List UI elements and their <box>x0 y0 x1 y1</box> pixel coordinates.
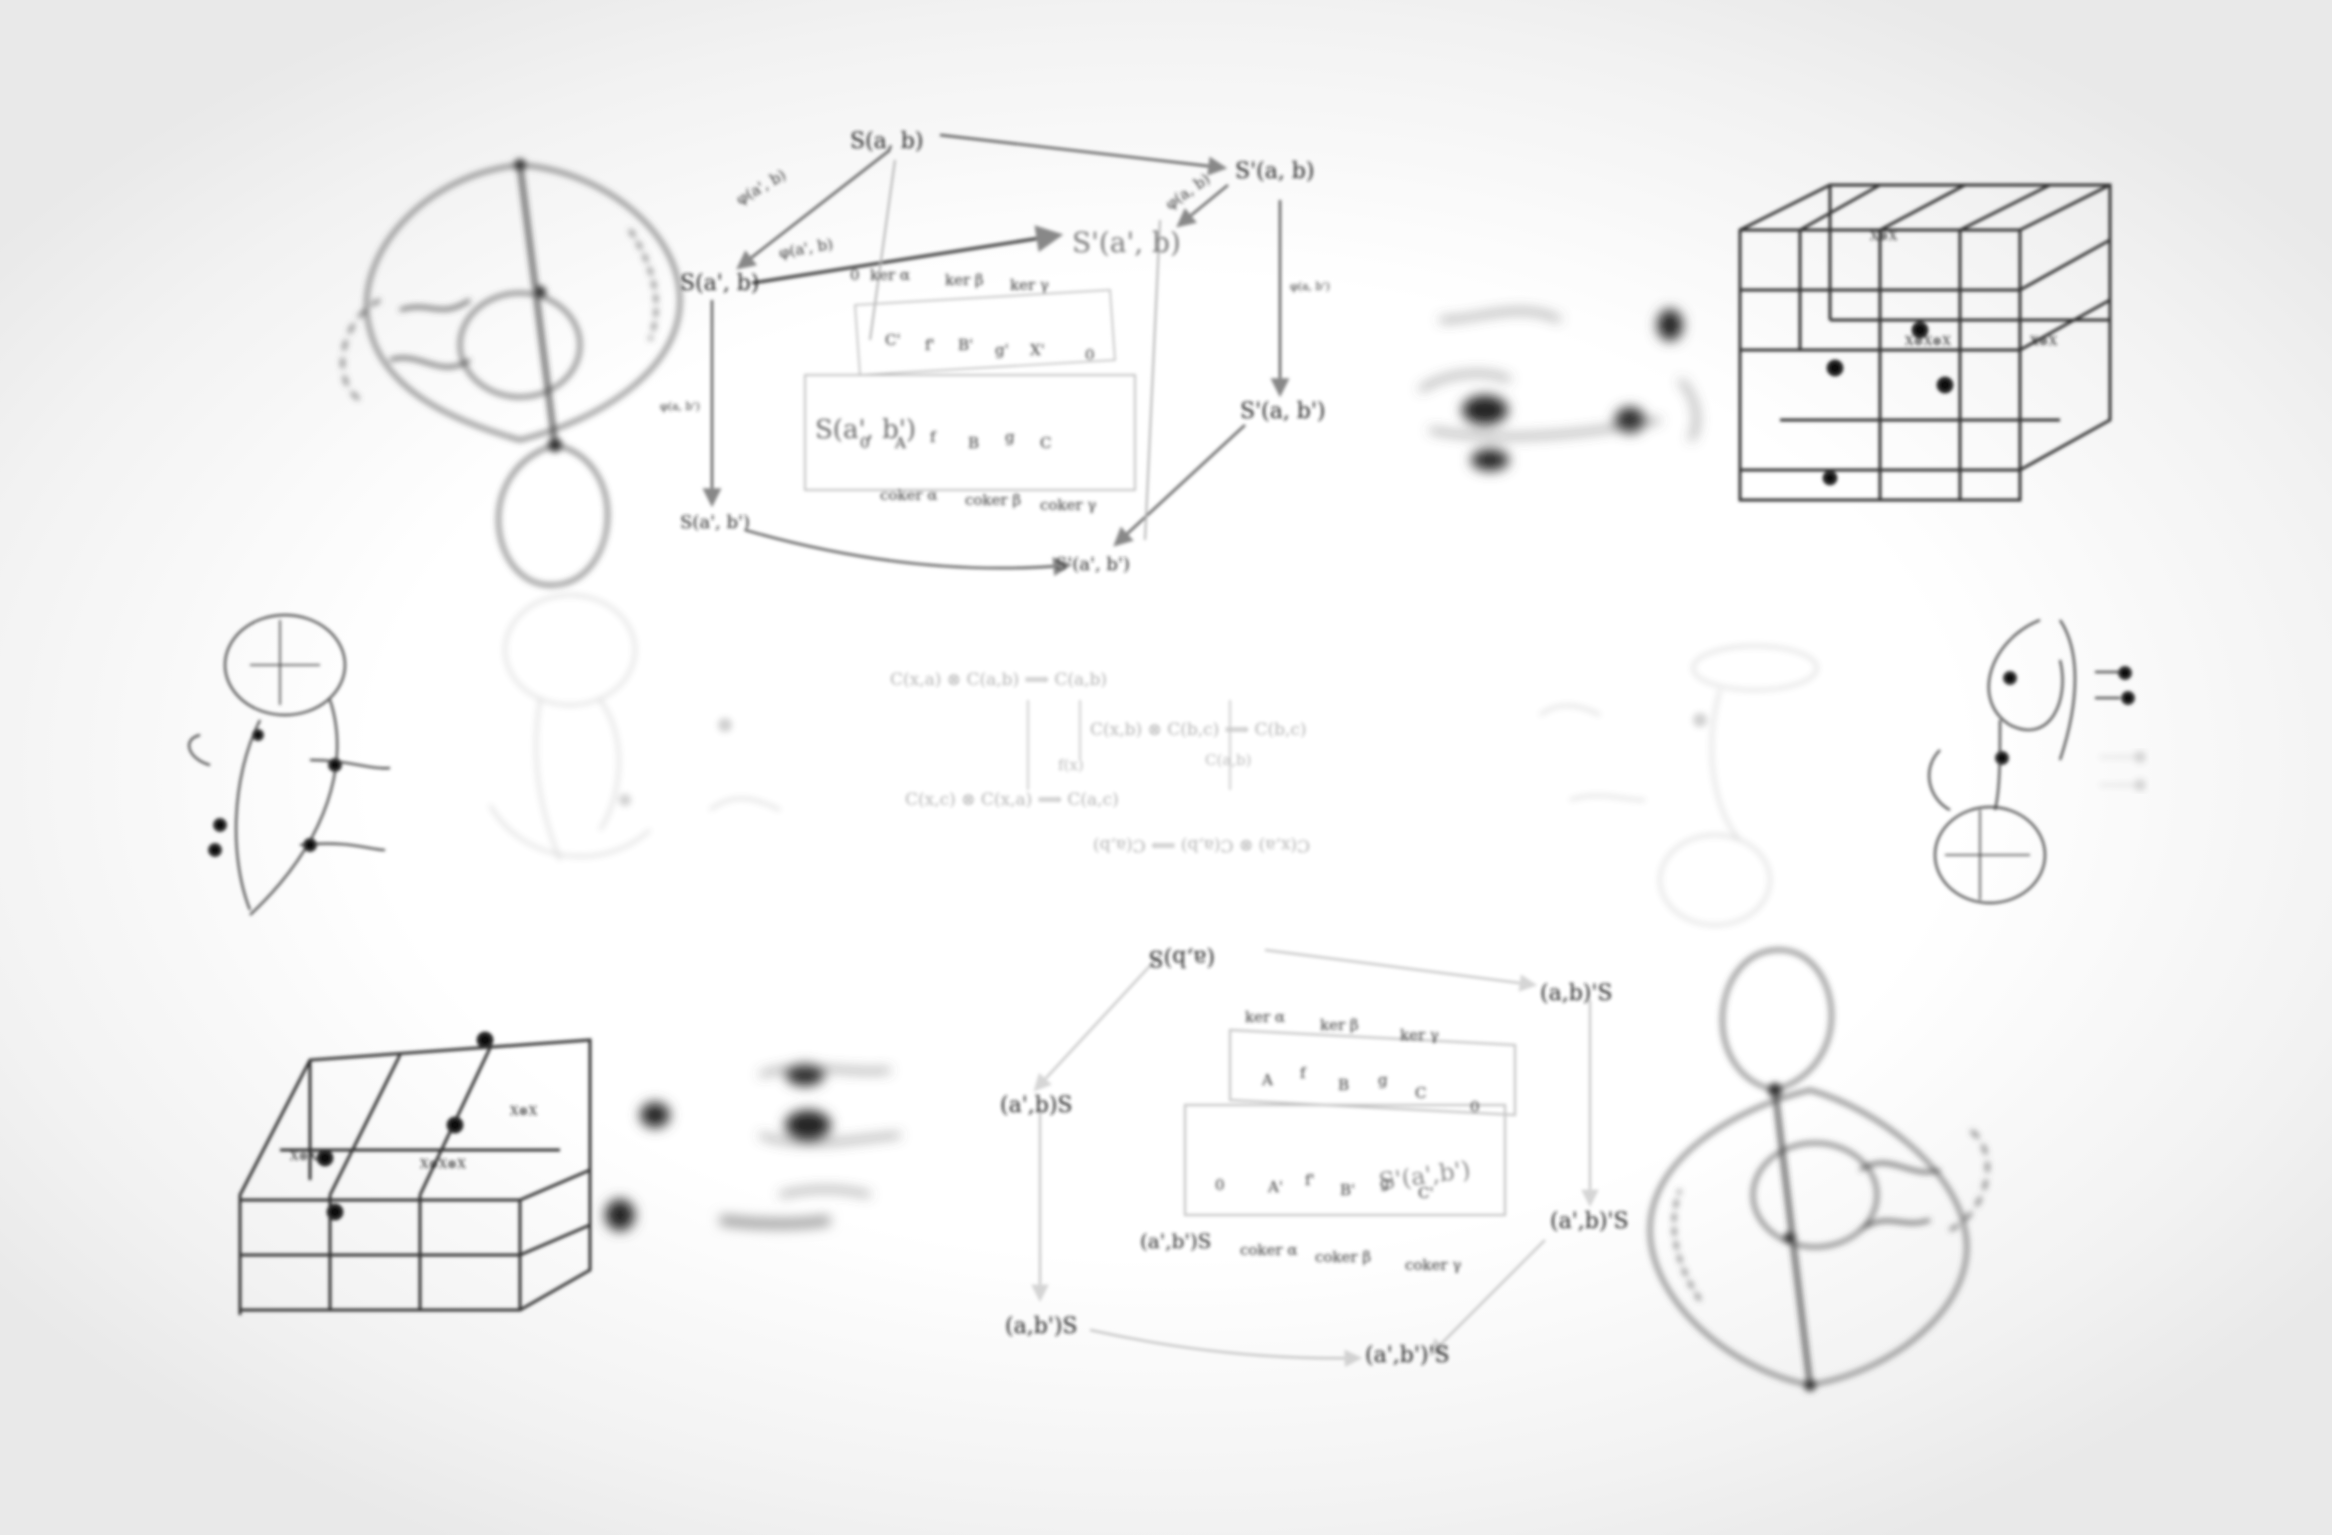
row3-c: C <box>1040 434 1051 452</box>
commutative-cube-bottom <box>1031 948 1599 1368</box>
bc-row3-zero: 0 <box>1215 1176 1225 1194</box>
row2-fp: f' <box>925 336 935 354</box>
lattice-cube-top-right: X⊗X X⊗X⊗X X⊗X <box>1738 183 2112 502</box>
bc-vertex-sp-ab: (a,b)'S <box>1540 981 1612 1006</box>
bc-row2-a: A <box>1261 1071 1273 1089</box>
row1-ker-a: ker α <box>870 266 910 284</box>
bc-vertex-sp-bp: (a',b')'S <box>1365 1343 1450 1368</box>
row1-ker-c: ker γ <box>1010 276 1049 294</box>
eq-mid-left: f(x) <box>1058 756 1084 774</box>
edge-phi-apb-mid: φ(a', b) <box>778 235 835 262</box>
eq-mid-right: C(a,b) <box>1205 751 1252 769</box>
knot-diagram-bottom-right <box>1648 948 1989 1392</box>
bc-vertex-s-ab: (a,b)S <box>1149 945 1215 970</box>
vertex-s-ab: S(a, b) <box>850 129 923 154</box>
bc-vertex-sp-apb: (a',b)'S <box>1550 1209 1629 1234</box>
vertex-s-apbp: S(a', b') <box>680 512 750 533</box>
edge-phi-apbp-left: φ(a, b') <box>660 400 700 413</box>
vertex-s-abp: S(a', b') <box>815 415 916 445</box>
bc-row4-coker-b: coker β <box>1315 1248 1371 1266</box>
bc-row1-ker-c: ker γ <box>1400 1026 1439 1044</box>
lattice-bl-node-3: X⊗X <box>510 1104 538 1118</box>
row2-gp: g' <box>995 341 1009 359</box>
row4-coker-c: coker γ <box>1040 496 1096 514</box>
row3-b: B <box>968 434 979 452</box>
vertex-s-apb: S(a', b) <box>680 271 759 296</box>
row3-g: g <box>1005 428 1015 446</box>
row3-zero: 0 <box>860 434 870 452</box>
commutative-cube-bottom-labels: (a,b)S (a,b)'S (a',b)S (a',b)'S (a,b')S … <box>1000 945 1629 1368</box>
lattice-node-1: X⊗X <box>1870 229 1898 243</box>
center-equations: C(x,a) ⊗ C(a,b) ⟹ C(a,b) C(x,b) ⊗ C(b,c)… <box>890 670 1310 855</box>
row1-0: 0 <box>850 266 860 284</box>
bc-row3-ap: A' <box>1267 1178 1283 1196</box>
eq-row3: C(x,c) ⊗ C(x,a) ⟹ C(a,c) <box>905 790 1119 810</box>
vertex-sp-apbp: S'(a', b') <box>1055 554 1130 575</box>
bc-row1-ker-b: ker β <box>1320 1016 1359 1034</box>
bc-row3-fp: f' <box>1305 1171 1315 1189</box>
bc-row1-ker-a: ker α <box>1245 1008 1285 1026</box>
vertex-sp-abp-right: S'(a, b') <box>1240 399 1326 424</box>
row2-cp: C' <box>885 331 901 349</box>
row2-bp: B' <box>958 336 973 354</box>
bc-row4-coker-a: coker α <box>1240 1241 1297 1259</box>
bc-row3-gp: g' <box>1380 1174 1394 1192</box>
eq-row2: C(x,b) ⊗ C(b,c) ⟹ C(b,c) <box>1090 720 1307 740</box>
knot-diagram-right-edge <box>1928 618 2136 905</box>
row4-coker-b: coker β <box>965 491 1021 509</box>
vertex-sp-apb: S'(a', b) <box>1072 226 1181 259</box>
row1-ker-b: ker β <box>945 271 984 289</box>
bc-row2-c: C <box>1415 1084 1426 1102</box>
braid-strands-bottom-left <box>604 1063 901 1232</box>
lattice-node-2: X⊗X⊗X <box>1905 334 1951 348</box>
commutative-cube-top: S(a, b) S'(a, b) S(a', b) S'(a', b) S'(a… <box>660 129 1330 577</box>
row2-zero: 0 <box>1085 346 1095 364</box>
row4-coker-a: coker α <box>880 486 937 504</box>
vertex-sp-ab: S'(a, b) <box>1235 159 1314 184</box>
lattice-cube-bottom-left: X⊗X X⊗X⊗X X⊗X <box>238 1031 592 1315</box>
row3-f: f <box>930 428 937 446</box>
bc-vertex-s-apb: (a',b)S <box>1000 1093 1072 1118</box>
knot-diagram-middle-left-2 <box>488 593 781 861</box>
edge-phi-ab-right: φ(a, b) <box>1162 170 1214 214</box>
bc-row3-bp: B' <box>1340 1181 1355 1199</box>
bc-row2-f: f <box>1300 1064 1307 1082</box>
braid-strands-right-edge <box>2100 751 2146 791</box>
bc-row4-coker-c: coker γ <box>1405 1256 1461 1274</box>
bc-row2-zero: 0 <box>1470 1098 1480 1116</box>
eq-row1: C(x,a) ⊗ C(a,b) ⟹ C(a,b) <box>890 670 1107 690</box>
row2-xp: X' <box>1030 341 1045 359</box>
lattice-bl-node-2: X⊗X⊗X <box>420 1157 466 1171</box>
knot-diagram-middle-left <box>188 613 391 916</box>
braid-strands-top-right <box>1419 308 1699 472</box>
bc-row3-cp: C' <box>1418 1184 1434 1202</box>
lattice-node-3: X⊗X <box>2030 334 2058 348</box>
bc-row2-b: B <box>1338 1076 1349 1094</box>
lattice-bl-node-1: X⊗X <box>290 1149 318 1163</box>
knot-diagram-top-left <box>341 158 682 587</box>
bc-vertex-s-apbp: (a',b')S <box>1140 1229 1211 1253</box>
knot-diagram-middle-right <box>1539 644 1819 927</box>
bc-vertex-s-bp: (a,b')S <box>1005 1314 1077 1339</box>
edge-phi-ab-side: φ(a, b') <box>1290 280 1330 293</box>
edge-phi-apb-top: φ(a', b) <box>733 166 789 209</box>
eq-row4: C(x,a) ⊗ C(a,b) ⟹ C(a,b) <box>1093 835 1310 855</box>
row3-a: A <box>894 434 906 452</box>
bc-row2-g: g <box>1378 1071 1388 1089</box>
